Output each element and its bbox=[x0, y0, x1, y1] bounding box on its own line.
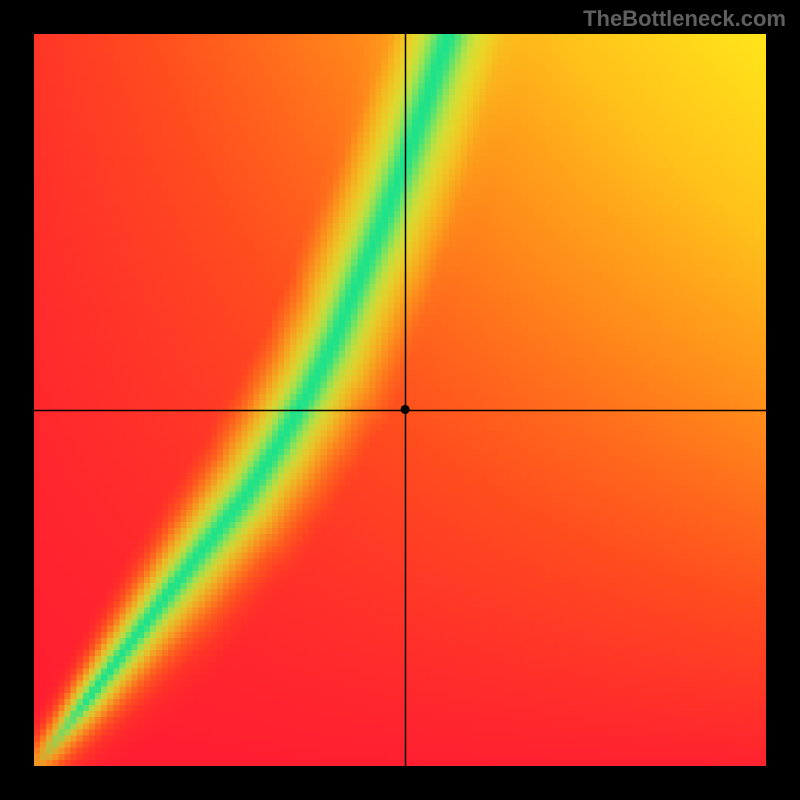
crosshair-overlay bbox=[34, 34, 766, 766]
figure-container: TheBottleneck.com bbox=[0, 0, 800, 800]
watermark-text: TheBottleneck.com bbox=[583, 6, 786, 32]
